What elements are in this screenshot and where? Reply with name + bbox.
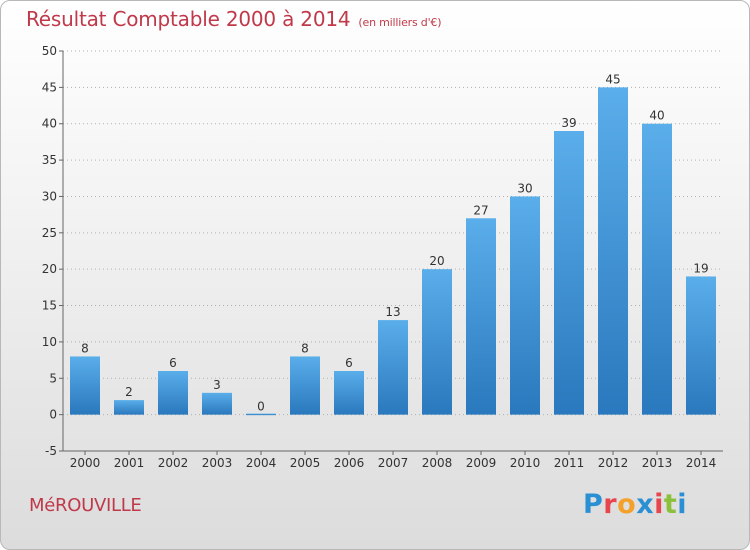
proxiti-logo: Proxiti	[583, 489, 688, 520]
x-tick-label: 2005	[290, 456, 321, 470]
y-tick-label: 50	[42, 44, 57, 58]
bar-2002	[158, 371, 188, 415]
bar-2000	[70, 356, 100, 415]
bar-2011	[554, 131, 584, 415]
value-label: 3	[213, 378, 221, 392]
value-label: 6	[345, 356, 353, 370]
x-tick-label: 2004	[246, 456, 277, 470]
y-tick-label: 40	[42, 117, 57, 131]
x-tick-label: 2013	[642, 456, 673, 470]
title-text: Résultat Comptable 2000 à 2014	[26, 7, 351, 31]
value-label: 8	[81, 341, 89, 355]
value-label: 19	[693, 261, 708, 275]
chart-subtitle: (en milliers d'€)	[358, 16, 442, 29]
value-label: 13	[385, 305, 400, 319]
y-tick-label: 0	[49, 408, 57, 422]
value-label: 30	[517, 181, 532, 195]
bar-2001	[114, 400, 144, 415]
x-tick-label: 2001	[114, 456, 145, 470]
y-tick-label: 5	[49, 371, 57, 385]
x-tick-label: 2012	[598, 456, 629, 470]
x-tick-label: 2008	[422, 456, 453, 470]
bar-2014	[686, 276, 716, 415]
value-label: 45	[605, 72, 620, 86]
value-label: 39	[561, 116, 576, 130]
x-tick-label: 2011	[554, 456, 585, 470]
bar-2010	[510, 196, 540, 415]
bar-2004	[246, 413, 276, 416]
x-tick-label: 2006	[334, 456, 365, 470]
y-tick-label: 35	[42, 153, 57, 167]
y-tick-label: 15	[42, 299, 57, 313]
x-tick-label: 2009	[466, 456, 497, 470]
x-tick-label: 2010	[510, 456, 541, 470]
bar-2012	[598, 87, 628, 415]
value-label: 20	[429, 254, 444, 268]
y-tick-label: 20	[42, 262, 57, 276]
bar-2003	[202, 392, 232, 415]
x-tick-label: 2002	[158, 456, 189, 470]
x-tick-label: 2014	[686, 456, 717, 470]
y-tick-label: 45	[42, 80, 57, 94]
y-tick-label: 30	[42, 189, 57, 203]
bar-2006	[334, 371, 364, 415]
x-tick-label: 2003	[202, 456, 233, 470]
x-tick-label: 2007	[378, 456, 409, 470]
bar-2007	[378, 320, 408, 415]
value-label: 2	[125, 385, 133, 399]
bar-2013	[642, 123, 672, 415]
y-tick-label: 25	[42, 226, 57, 240]
bars	[70, 87, 716, 416]
bar-2008	[422, 269, 452, 415]
bar-2009	[466, 218, 496, 415]
y-tick-label: 10	[42, 335, 57, 349]
bar-2005	[290, 356, 320, 415]
town-name: MéROUVILLE	[29, 495, 142, 516]
value-label: 27	[473, 203, 488, 217]
x-tick-label: 2000	[70, 456, 101, 470]
chart-title: Résultat Comptable 2000 à 2014 (en millie…	[26, 7, 442, 31]
value-label: 8	[301, 341, 309, 355]
value-label: 6	[169, 356, 177, 370]
value-label: 0	[257, 400, 265, 414]
value-label: 40	[649, 109, 664, 123]
y-tick-label: -5	[45, 444, 57, 458]
